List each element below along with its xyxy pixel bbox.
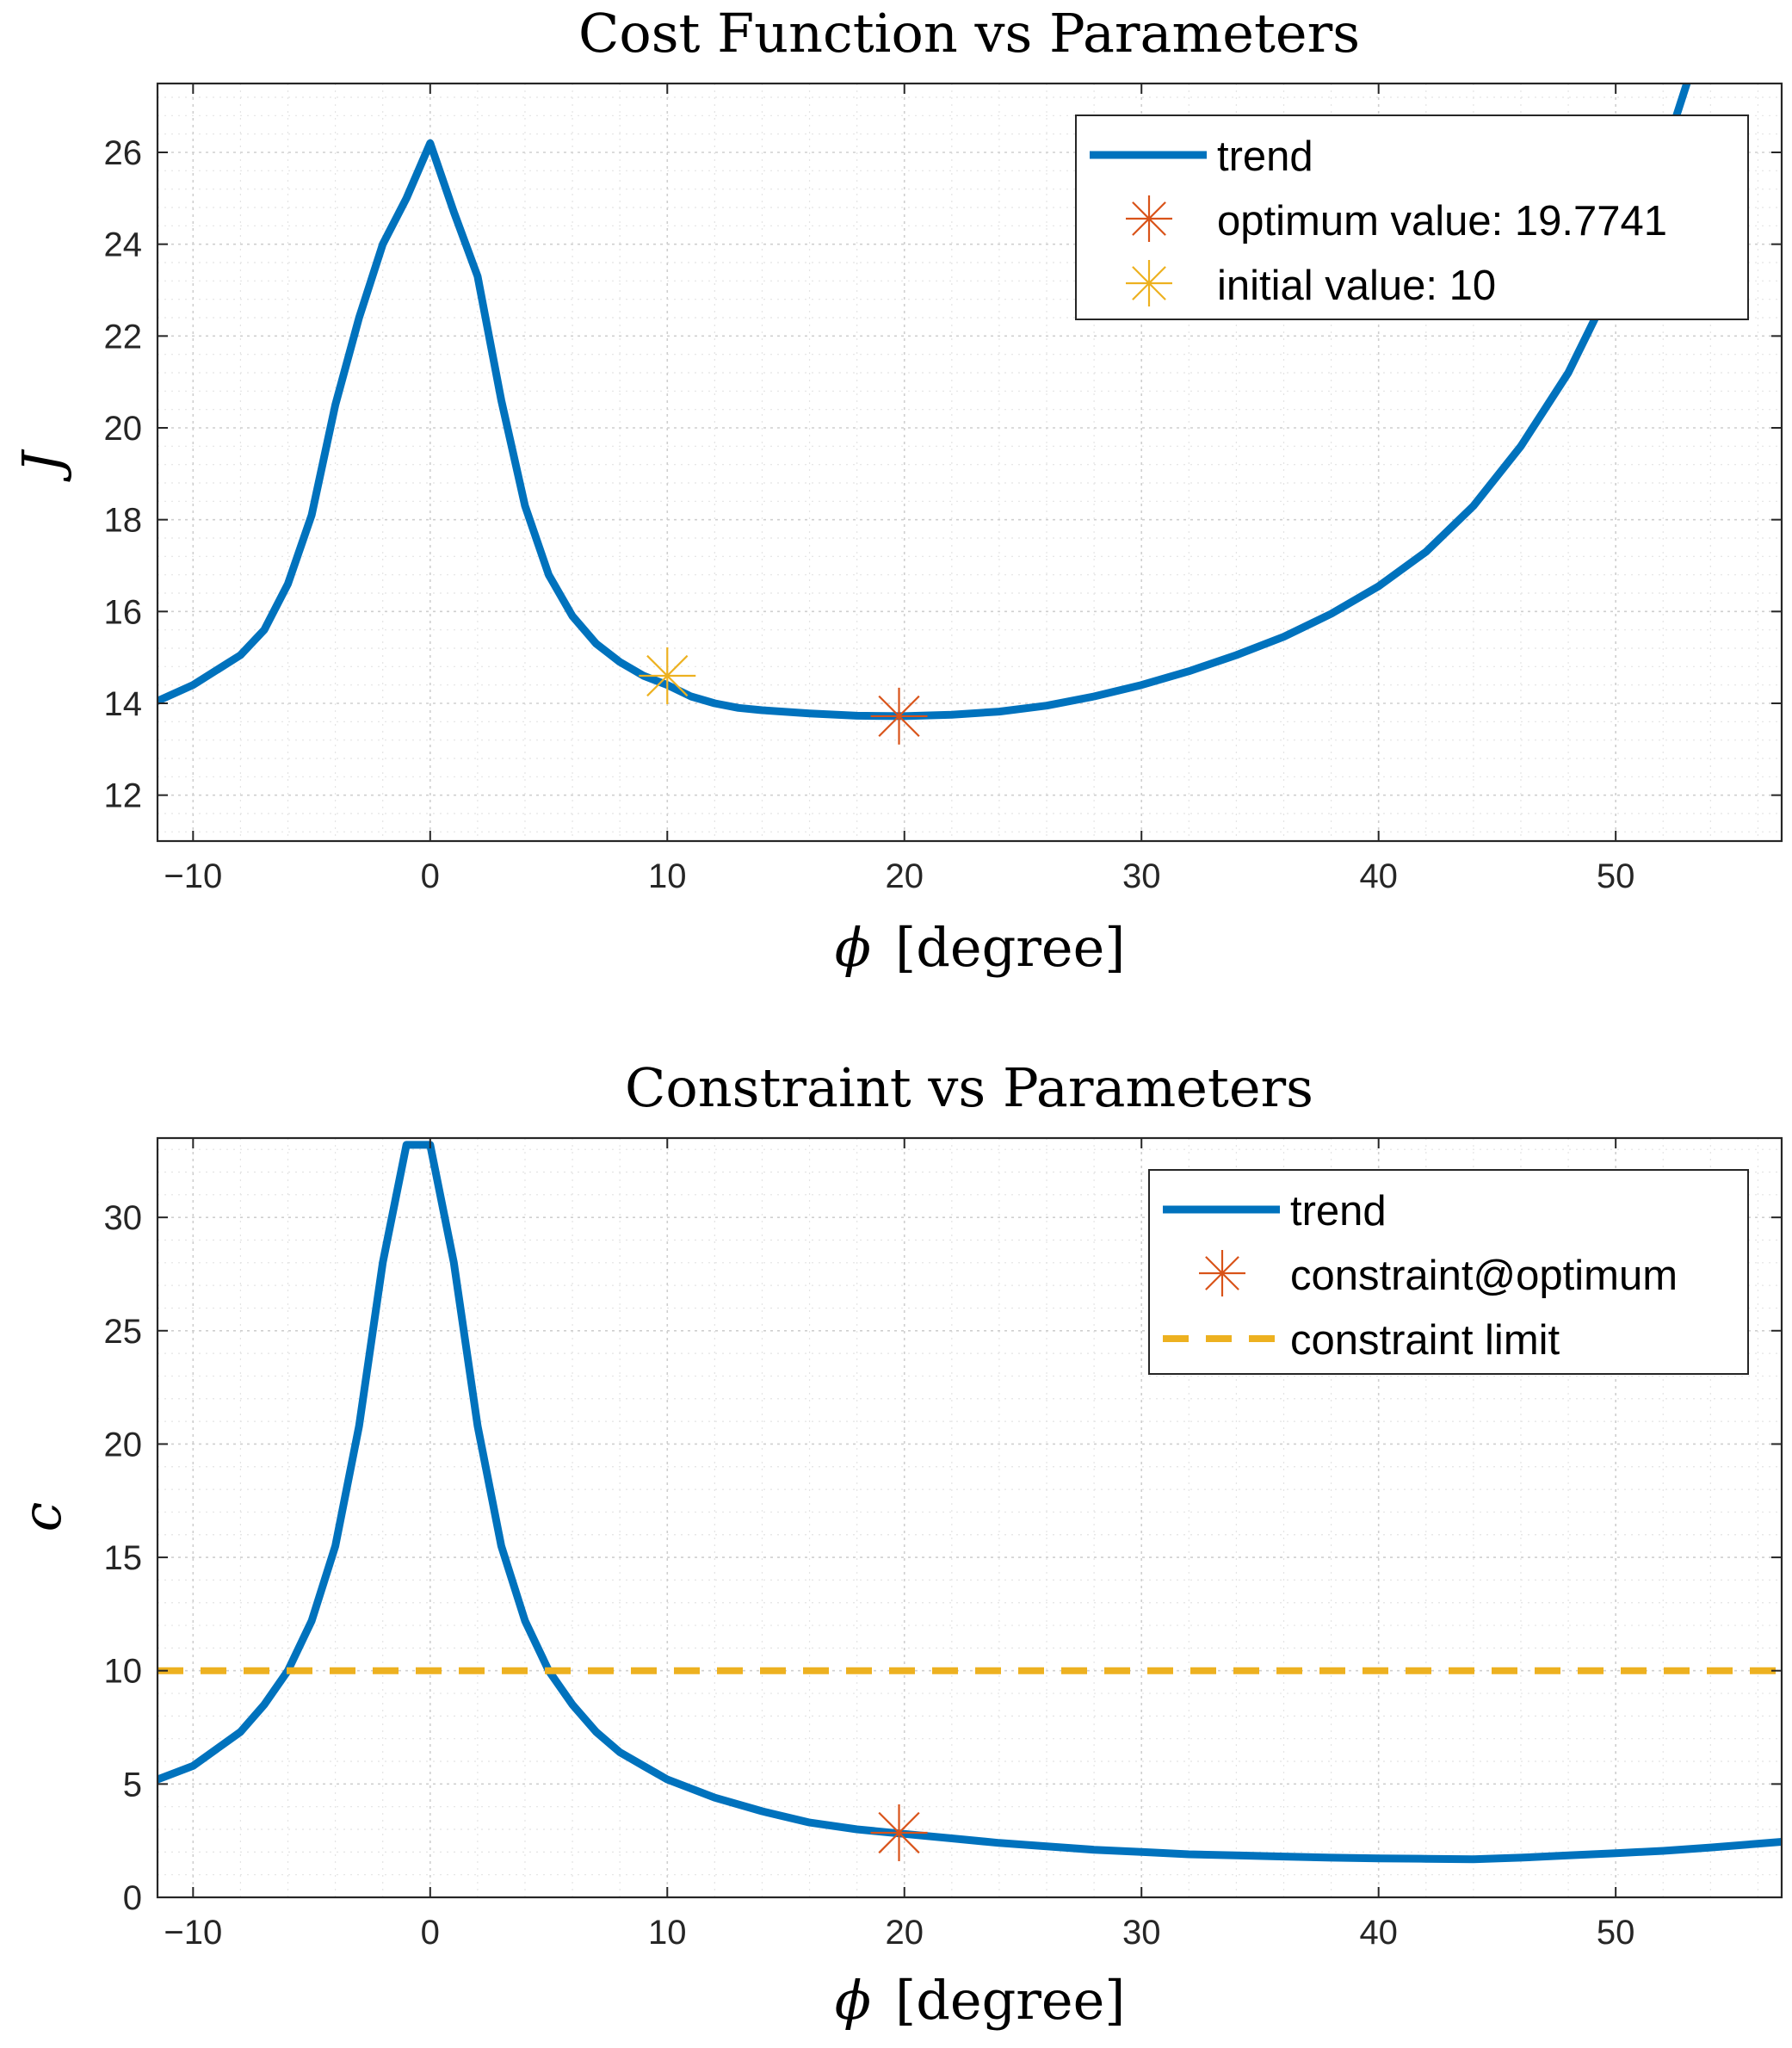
cost-legend-initial-marker-glyph bbox=[1126, 260, 1172, 306]
constraint-y-tick-label: 30 bbox=[104, 1199, 143, 1237]
cost-marker-1 bbox=[870, 687, 928, 745]
cost-y-tick-label: 22 bbox=[104, 318, 143, 356]
constraint-x-axis-symbol: ϕ bbox=[835, 1969, 871, 2032]
cost-x-tick-label: 40 bbox=[1359, 857, 1398, 895]
constraint-y-tick-label: 25 bbox=[104, 1313, 143, 1351]
constraint-y-tick-label: 0 bbox=[123, 1879, 142, 1917]
constraint-legend-limit-label: constraint limit bbox=[1290, 1317, 1560, 1364]
constraint-legend-optimum-marker-glyph bbox=[1199, 1250, 1245, 1296]
constraint-trend-line bbox=[158, 1141, 1782, 1864]
cost-y-tick-label: 18 bbox=[104, 502, 143, 540]
constraint-legend-optimum-label: constraint@optimum bbox=[1290, 1253, 1678, 1299]
constraint-y-tick-label: 15 bbox=[104, 1539, 143, 1577]
cost-legend-initial-label: initial value: 10 bbox=[1217, 263, 1496, 309]
constraint-y-ticks: 0 5 10 15 20 25 30 bbox=[104, 1199, 1782, 1917]
cost-chart-title: Cost Function vs Parameters bbox=[578, 2, 1360, 65]
constraint-legend-trend-label: trend bbox=[1290, 1188, 1387, 1234]
cost-x-axis-symbol: ϕ bbox=[835, 916, 871, 979]
cost-y-tick-label: 16 bbox=[104, 593, 143, 631]
constraint-x-tick-label: −10 bbox=[164, 1914, 222, 1952]
cost-legend-optimum-marker-glyph bbox=[1126, 195, 1172, 242]
constraint-y-axis-label: c bbox=[10, 1502, 73, 1532]
constraint-x-tick-label: 0 bbox=[421, 1914, 440, 1952]
constraint-axes-box bbox=[156, 1136, 1783, 1899]
constraint-x-tick-label: 40 bbox=[1359, 1914, 1398, 1952]
cost-trend-line bbox=[158, 84, 1691, 721]
cost-x-tick-label: 0 bbox=[421, 857, 440, 895]
constraint-marker-1-stroke bbox=[878, 1811, 920, 1854]
cost-legend: trend optimum value: 19.7741 initial val… bbox=[1075, 114, 1749, 320]
constraint-marker-1 bbox=[870, 1804, 928, 1861]
constraint-legend-optimum-marker bbox=[1199, 1250, 1245, 1296]
constraint-x-tick-label: 30 bbox=[1122, 1914, 1161, 1952]
constraint-y-tick-label: 20 bbox=[104, 1426, 143, 1463]
cost-x-axis-unit: [degree] bbox=[895, 916, 1125, 979]
cost-y-tick-label: 14 bbox=[104, 685, 143, 723]
constraint-legend: trend constraint@optimum constraint limi… bbox=[1148, 1169, 1749, 1375]
cost-x-tick-label: 20 bbox=[885, 857, 924, 895]
cost-legend-optimum-marker-glyph-stroke bbox=[1132, 201, 1166, 236]
cost-legend-trend-label: trend bbox=[1217, 133, 1313, 180]
cost-marker-2-stroke bbox=[646, 654, 689, 697]
cost-x-tick-label: 10 bbox=[648, 857, 687, 895]
cost-x-ticks: −10 0 10 20 30 40 50 bbox=[164, 84, 1634, 895]
constraint-x-tick-label: 10 bbox=[648, 1914, 687, 1952]
cost-function-axes: −10 0 10 20 30 40 50 12 14 16 18 20 22 24 26 Cost Fun… bbox=[10, 2, 1783, 979]
constraint-minor-grid bbox=[158, 1138, 1782, 1897]
constraint-x-tick-label: 50 bbox=[1597, 1914, 1635, 1952]
constraint-chart-title: Constraint vs Parameters bbox=[625, 1056, 1313, 1119]
cost-x-tick-label: 50 bbox=[1597, 857, 1635, 895]
cost-series bbox=[158, 84, 1691, 745]
constraint-x-tick-label: 20 bbox=[885, 1914, 924, 1952]
constraint-legend-optimum-marker-glyph-stroke bbox=[1205, 1256, 1239, 1290]
cost-marker-2 bbox=[639, 647, 696, 704]
cost-y-tick-label: 26 bbox=[104, 134, 143, 172]
cost-marker-1-stroke bbox=[878, 695, 920, 738]
cost-y-ticks: 12 14 16 18 20 22 24 26 bbox=[104, 134, 1782, 815]
cost-legend-box bbox=[1075, 114, 1749, 320]
cost-x-tick-label: 30 bbox=[1122, 857, 1161, 895]
cost-y-tick-label: 20 bbox=[104, 410, 143, 448]
constraint-axes: −10 0 10 20 30 40 50 0 5 10 15 20 25 30 Constraint v… bbox=[10, 1056, 1783, 2032]
cost-legend-initial-marker-glyph-stroke bbox=[1132, 266, 1166, 300]
cost-y-tick-label: 12 bbox=[104, 777, 143, 815]
cost-minor-grid bbox=[158, 84, 1782, 841]
cost-legend-optimum-marker bbox=[1126, 195, 1172, 242]
constraint-x-ticks: −10 0 10 20 30 40 50 bbox=[164, 1138, 1634, 1952]
constraint-series bbox=[158, 1141, 1782, 1864]
cost-axes-box bbox=[156, 82, 1783, 843]
cost-legend-initial-marker bbox=[1126, 260, 1172, 306]
cost-x-tick-label: −10 bbox=[164, 857, 222, 895]
constraint-x-axis-unit: [degree] bbox=[895, 1969, 1125, 2032]
constraint-y-tick-label: 10 bbox=[104, 1653, 143, 1691]
cost-y-tick-label: 24 bbox=[104, 226, 143, 264]
constraint-y-tick-label: 5 bbox=[123, 1766, 142, 1804]
cost-legend-optimum-label: optimum value: 19.7741 bbox=[1217, 198, 1667, 244]
cost-y-axis-label: J bbox=[10, 449, 73, 482]
